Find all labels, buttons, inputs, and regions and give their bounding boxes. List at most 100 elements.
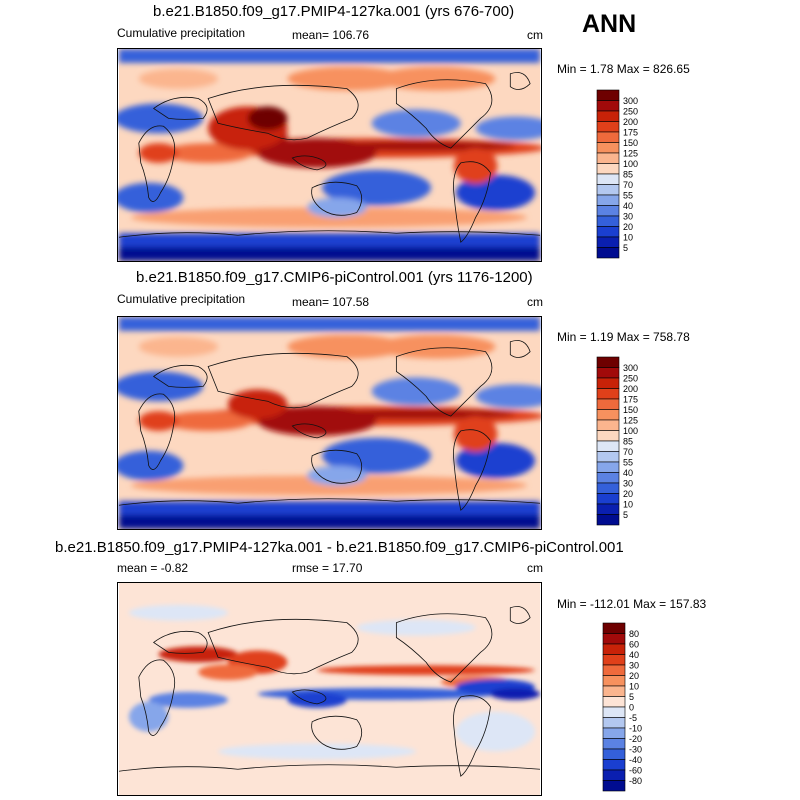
- colorbar-swatch: [596, 142, 620, 154]
- colorbar-tick-label: 150: [623, 405, 638, 415]
- colorbar-tick-label: 5: [623, 243, 628, 253]
- colorbar-swatch: [596, 100, 620, 112]
- colorbar-tick-label: 125: [623, 149, 638, 159]
- colorbar-swatch: [602, 738, 626, 750]
- colorbar-swatch: [596, 419, 620, 431]
- panel-1-colorbar: 300 250 200 175 150 125 100 85 70 55 40 30 20 10 5: [596, 89, 677, 259]
- panel-2-colorbar: 300 250 200 175 150 125 100 85 70 55 40 30 20 10 5: [596, 356, 677, 526]
- colorbar-tick-label: 175: [623, 395, 638, 405]
- colorbar-swatch: [596, 89, 620, 101]
- colorbar-swatch: [602, 706, 626, 718]
- colorbar-tick-label: -60: [629, 766, 642, 776]
- colorbar-swatch: [596, 173, 620, 185]
- panel-3-minmax: Min = -112.01 Max = 157.83: [557, 597, 707, 611]
- panel-1-minmax: Min = 1.78 Max = 826.65: [557, 62, 690, 76]
- colorbar-swatch: [596, 121, 620, 133]
- season-label: ANN: [582, 10, 637, 38]
- colorbar-tick-label: 60: [629, 640, 639, 650]
- colorbar-swatch: [602, 748, 626, 760]
- colorbar-tick-label: 10: [623, 500, 633, 510]
- colorbar-tick-label: 300: [623, 363, 638, 373]
- panel-2-title: b.e21.B1850.f09_g17.CMIP6-piControl.001 …: [136, 269, 533, 286]
- colorbar-tick-label: 40: [623, 201, 633, 211]
- panel-1-title: b.e21.B1850.f09_g17.PMIP4-127ka.001 (yrs…: [153, 3, 515, 20]
- colorbar-swatch: [596, 440, 620, 452]
- panel-3-rmse-label: rmse = 17.70: [292, 561, 363, 575]
- colorbar-swatch: [596, 356, 620, 368]
- colorbar-swatch: [596, 514, 620, 526]
- panel-1-variable-label: Cumulative precipitation: [117, 26, 246, 40]
- panel-3-colorbar: 80 60 40 30 20 10 5 0 -5 -10 -20 -30 -40 -60 -80: [602, 622, 683, 792]
- colorbar-tick-label: 40: [629, 650, 639, 660]
- colorbar-tick-label: 250: [623, 374, 638, 384]
- colorbar-swatch: [596, 398, 620, 410]
- colorbar-tick-label: 55: [623, 191, 633, 201]
- colorbar-tick-label: 40: [623, 468, 633, 478]
- colorbar-swatch: [602, 780, 626, 792]
- colorbar-tick-label: 70: [623, 180, 633, 190]
- colorbar-swatch: [596, 131, 620, 143]
- colorbar-swatch: [596, 184, 620, 196]
- colorbar-tick-label: 85: [623, 437, 633, 447]
- colorbar-swatch: [602, 685, 626, 697]
- colorbar-tick-label: -20: [629, 734, 642, 744]
- colorbar-tick-label: 100: [623, 159, 638, 169]
- colorbar-swatch: [602, 643, 626, 655]
- colorbar-swatch: [602, 664, 626, 676]
- panel-1-map-field: [118, 49, 541, 261]
- colorbar-swatch: [602, 759, 626, 771]
- colorbar-swatch: [602, 717, 626, 729]
- colorbar-swatch: [596, 409, 620, 421]
- panel-1-units: cm: [527, 28, 543, 42]
- colorbar-tick-label: 30: [629, 661, 639, 671]
- panel-3-mean-label: mean = -0.82: [117, 561, 189, 575]
- panel-1-mean-label: mean= 106.76: [292, 28, 370, 42]
- colorbar-swatch: [596, 152, 620, 164]
- colorbar-tick-label: 200: [623, 117, 638, 127]
- colorbar-tick-label: 5: [629, 692, 634, 702]
- colorbar-swatch: [602, 675, 626, 687]
- colorbar-tick-label: 30: [623, 212, 633, 222]
- colorbar-tick-label: -30: [629, 745, 642, 755]
- panel-2-minmax: Min = 1.19 Max = 758.78: [557, 330, 690, 344]
- colorbar-tick-label: 20: [623, 222, 633, 232]
- panel-1-map: [117, 48, 542, 262]
- colorbar-tick-label: 10: [629, 682, 639, 692]
- colorbar-tick-label: -80: [629, 776, 642, 786]
- colorbar-tick-label: 5: [623, 510, 628, 520]
- colorbar-swatch: [602, 622, 626, 634]
- colorbar-tick-label: -5: [629, 713, 637, 723]
- colorbar-swatch: [596, 461, 620, 473]
- panel-3-units: cm: [527, 561, 543, 575]
- colorbar-swatch: [596, 247, 620, 259]
- colorbar-tick-label: 20: [623, 489, 633, 499]
- panel-2-units: cm: [527, 295, 543, 309]
- colorbar-tick-label: 30: [623, 479, 633, 489]
- panel-3-map-field: [118, 583, 541, 795]
- panel-2-variable-label: Cumulative precipitation: [117, 292, 246, 306]
- panel-2-map-field: [118, 317, 541, 529]
- colorbar-tick-label: 175: [623, 128, 638, 138]
- colorbar-tick-label: 80: [629, 629, 639, 639]
- colorbar-tick-label: 250: [623, 107, 638, 117]
- colorbar-swatch: [596, 388, 620, 400]
- colorbar-swatch: [596, 451, 620, 463]
- colorbar-swatch: [596, 367, 620, 379]
- colorbar-tick-label: 70: [623, 447, 633, 457]
- colorbar-tick-label: 300: [623, 96, 638, 106]
- panel-2-map: [117, 316, 542, 530]
- colorbar-tick-label: 100: [623, 426, 638, 436]
- panel-3-title: b.e21.B1850.f09_g17.PMIP4-127ka.001 - b.…: [55, 539, 624, 556]
- colorbar-tick-label: 125: [623, 416, 638, 426]
- colorbar-swatch: [596, 163, 620, 175]
- colorbar-tick-label: -40: [629, 755, 642, 765]
- colorbar-tick-label: 85: [623, 170, 633, 180]
- colorbar-tick-label: 150: [623, 138, 638, 148]
- colorbar-swatch: [602, 769, 626, 781]
- colorbar-swatch: [596, 236, 620, 248]
- colorbar-swatch: [596, 377, 620, 389]
- panel-3-map: [117, 582, 542, 796]
